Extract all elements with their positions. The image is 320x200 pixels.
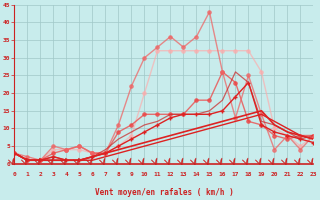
X-axis label: Vent moyen/en rafales ( km/h ): Vent moyen/en rafales ( km/h ) [95, 188, 233, 197]
